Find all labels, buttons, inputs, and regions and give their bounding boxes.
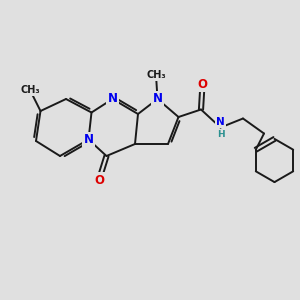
Text: O: O (197, 77, 208, 91)
Text: CH₃: CH₃ (146, 70, 166, 80)
Text: H: H (217, 130, 224, 139)
Text: CH₃: CH₃ (20, 85, 40, 95)
Text: N: N (216, 117, 225, 127)
Text: N: N (152, 92, 163, 106)
Text: O: O (94, 173, 104, 187)
Text: N: N (83, 133, 94, 146)
Text: N: N (107, 92, 118, 106)
